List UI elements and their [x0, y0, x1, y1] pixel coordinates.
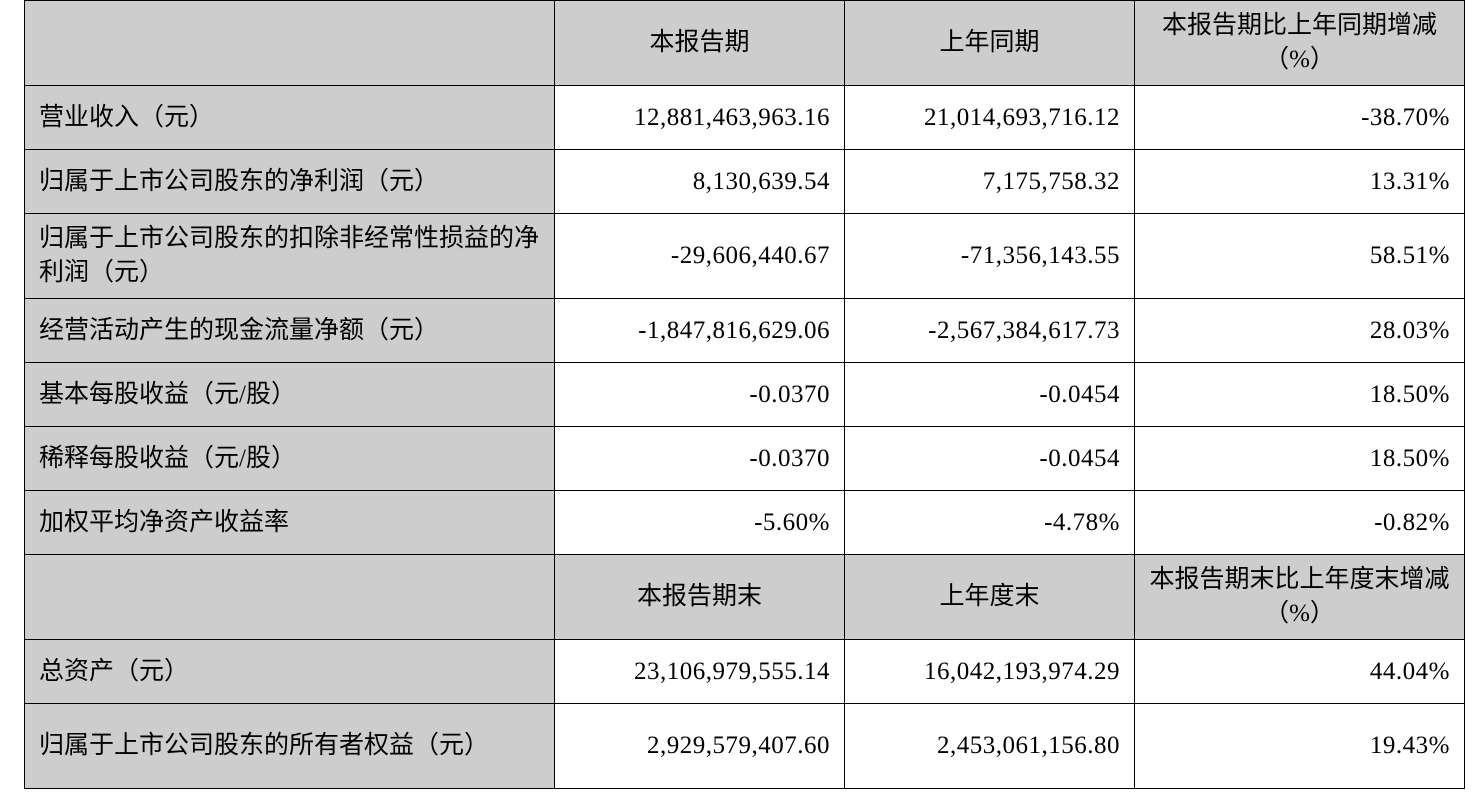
table-row: 归属于上市公司股东的所有者权益（元） 2,929,579,407.60 2,45…: [25, 704, 1465, 789]
row-value-prior: -2,567,384,617.73: [845, 299, 1135, 363]
table-row: 归属于上市公司股东的净利润（元） 8,130,639.54 7,175,758.…: [25, 150, 1465, 214]
row-value-prior: -0.0454: [845, 363, 1135, 427]
row-label: 归属于上市公司股东的扣除非经常性损益的净利润（元）: [25, 214, 555, 299]
row-value-current: -5.60%: [555, 491, 845, 555]
row-value-change: 18.50%: [1135, 427, 1465, 491]
row-label: 加权平均净资产收益率: [25, 491, 555, 555]
header-blank: [25, 1, 555, 86]
row-value-change: 44.04%: [1135, 640, 1465, 704]
row-value-current: -0.0370: [555, 363, 845, 427]
table-row: 加权平均净资产收益率 -5.60% -4.78% -0.82%: [25, 491, 1465, 555]
row-value-change: 19.43%: [1135, 704, 1465, 789]
row-label: 经营活动产生的现金流量净额（元）: [25, 299, 555, 363]
table-row: 稀释每股收益（元/股） -0.0370 -0.0454 18.50%: [25, 427, 1465, 491]
row-value-current: 8,130,639.54: [555, 150, 845, 214]
row-value-change: 13.31%: [1135, 150, 1465, 214]
row-label: 总资产（元）: [25, 640, 555, 704]
row-value-current: -0.0370: [555, 427, 845, 491]
header-blank: [25, 555, 555, 640]
row-value-current: 23,106,979,555.14: [555, 640, 845, 704]
header-period-end: 本报告期末: [555, 555, 845, 640]
row-label: 稀释每股收益（元/股）: [25, 427, 555, 491]
table-row: 总资产（元） 23,106,979,555.14 16,042,193,974.…: [25, 640, 1465, 704]
row-label: 归属于上市公司股东的净利润（元）: [25, 150, 555, 214]
row-value-current: -29,606,440.67: [555, 214, 845, 299]
row-value-change: -38.70%: [1135, 86, 1465, 150]
table-row: 基本每股收益（元/股） -0.0370 -0.0454 18.50%: [25, 363, 1465, 427]
row-value-prior: 2,453,061,156.80: [845, 704, 1135, 789]
header-end-change: 本报告期末比上年度末增减（%）: [1135, 555, 1465, 640]
row-value-current: 2,929,579,407.60: [555, 704, 845, 789]
row-value-change: 18.50%: [1135, 363, 1465, 427]
row-value-prior: 7,175,758.32: [845, 150, 1135, 214]
table-row: 营业收入（元） 12,881,463,963.16 21,014,693,716…: [25, 86, 1465, 150]
row-value-change: 58.51%: [1135, 214, 1465, 299]
row-label: 营业收入（元）: [25, 86, 555, 150]
header-prior-end: 上年度末: [845, 555, 1135, 640]
table-row: 归属于上市公司股东的扣除非经常性损益的净利润（元） -29,606,440.67…: [25, 214, 1465, 299]
row-value-prior: 21,014,693,716.12: [845, 86, 1135, 150]
row-label: 基本每股收益（元/股）: [25, 363, 555, 427]
row-value-change: -0.82%: [1135, 491, 1465, 555]
row-value-prior: -0.0454: [845, 427, 1135, 491]
row-label: 归属于上市公司股东的所有者权益（元）: [25, 704, 555, 789]
row-value-change: 28.03%: [1135, 299, 1465, 363]
table-row: 经营活动产生的现金流量净额（元） -1,847,816,629.06 -2,56…: [25, 299, 1465, 363]
row-value-current: 12,881,463,963.16: [555, 86, 845, 150]
header-current-period: 本报告期: [555, 1, 845, 86]
financial-table: 本报告期 上年同期 本报告期比上年同期增减（%） 营业收入（元） 12,881,…: [24, 0, 1465, 789]
row-value-prior: 16,042,193,974.29: [845, 640, 1135, 704]
table-header-row: 本报告期末 上年度末 本报告期末比上年度末增减（%）: [25, 555, 1465, 640]
row-value-prior: -71,356,143.55: [845, 214, 1135, 299]
header-change-pct: 本报告期比上年同期增减（%）: [1135, 1, 1465, 86]
table-header-row: 本报告期 上年同期 本报告期比上年同期增减（%）: [25, 1, 1465, 86]
header-prior-period: 上年同期: [845, 1, 1135, 86]
row-value-prior: -4.78%: [845, 491, 1135, 555]
row-value-current: -1,847,816,629.06: [555, 299, 845, 363]
